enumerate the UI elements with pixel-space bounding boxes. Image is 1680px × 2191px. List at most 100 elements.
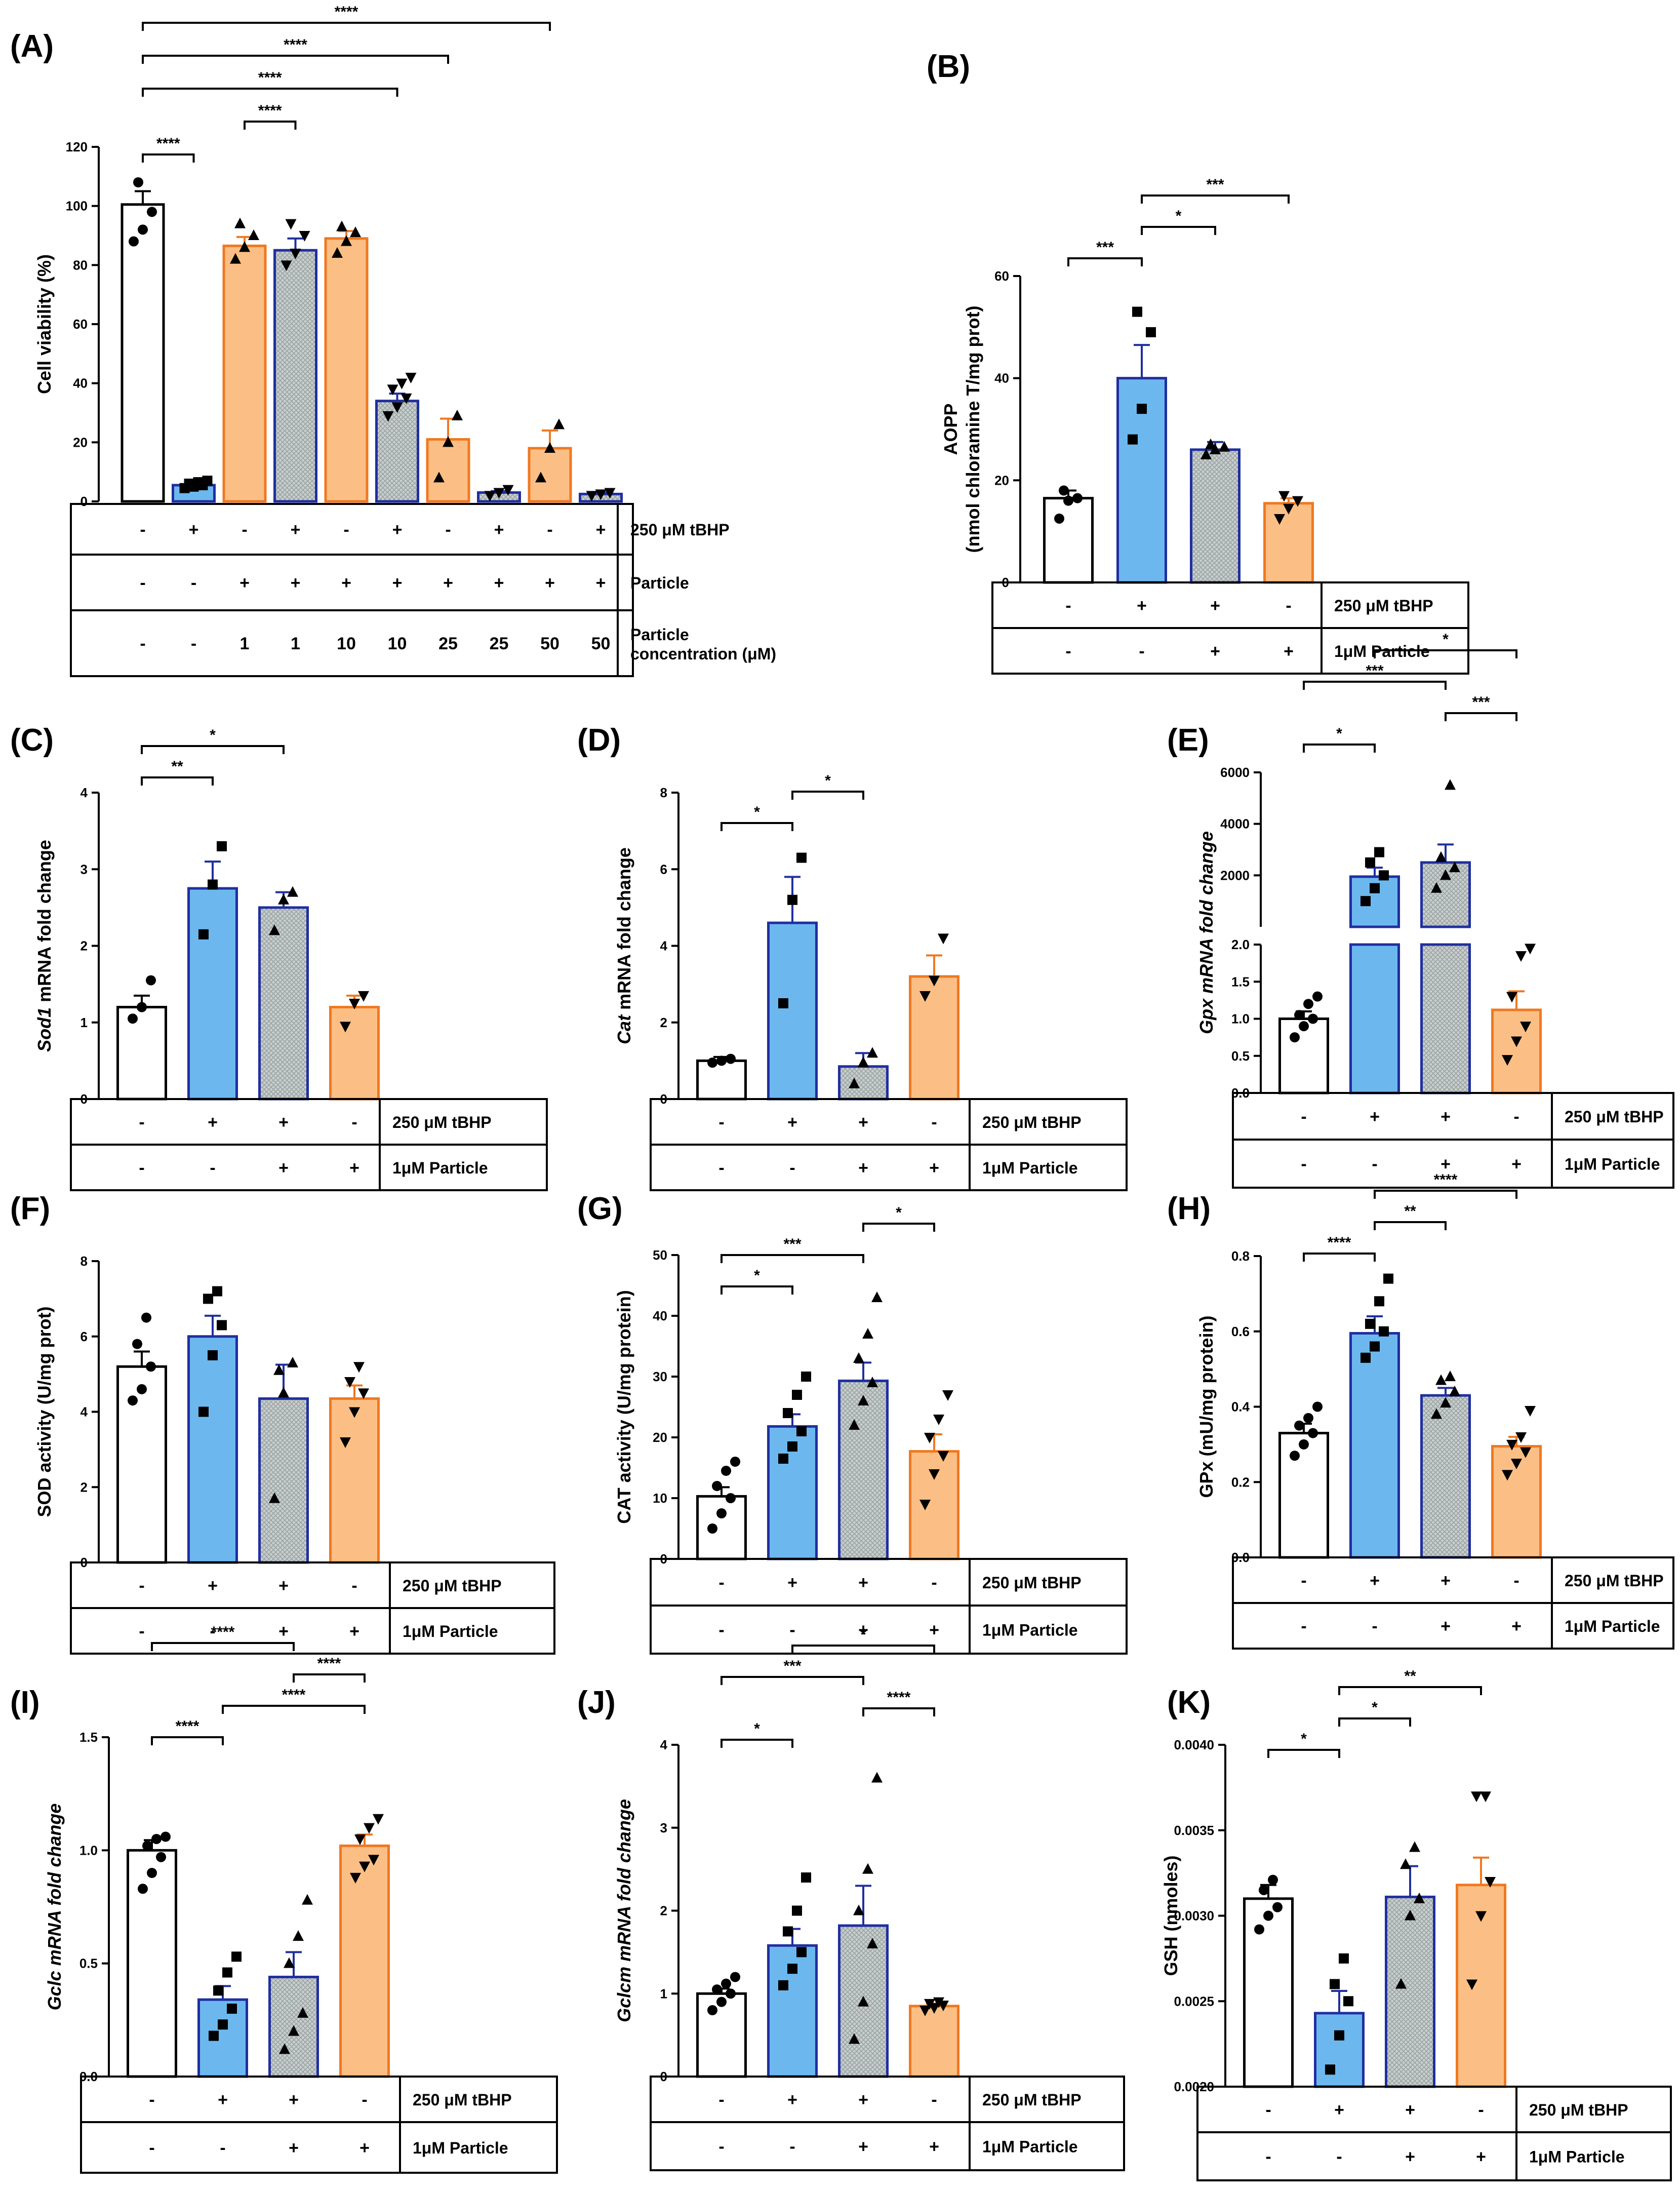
significance-label: **** [176, 1718, 199, 1735]
table-cell: - [718, 1621, 724, 1640]
y-tick-label: 0.5 [79, 1956, 98, 1971]
data-point [141, 1312, 151, 1323]
y-tick-label: 30 [653, 1369, 667, 1384]
y-tick-label: 8 [81, 1254, 88, 1269]
significance-label: ** [171, 758, 183, 775]
table-row-label: 1μM Particle [1565, 1155, 1660, 1173]
data-point [359, 1861, 370, 1872]
table-cell: 10 [337, 634, 356, 653]
table-cell: - [343, 520, 349, 539]
data-point [553, 418, 565, 429]
data-point [604, 488, 616, 499]
data-point [778, 1980, 788, 1990]
y-tick-label: 6 [81, 1329, 88, 1344]
y-tick-label: 6 [660, 862, 667, 877]
table-cell: - [1265, 2147, 1271, 2167]
table-cell: + [278, 1576, 289, 1595]
data-point [452, 409, 463, 420]
table-cell: + [1370, 1571, 1380, 1590]
data-point [929, 975, 940, 987]
y-tick-label: 60 [73, 317, 88, 332]
table-cell: - [140, 634, 145, 653]
significance-bracket [244, 121, 297, 130]
bar [1190, 448, 1241, 584]
data-point [792, 1905, 802, 1916]
data-point [707, 1058, 717, 1068]
y-tick-label: 2 [660, 1903, 667, 1919]
y-tick-label: 0 [81, 494, 88, 509]
data-point [269, 924, 280, 935]
table-row-label: 250 μM tBHP [1529, 2101, 1628, 2119]
significance-bracket [721, 1285, 793, 1295]
data-point [1370, 883, 1380, 893]
table-cell: - [139, 1158, 144, 1178]
table-cell: - [1372, 1617, 1377, 1636]
bar [258, 906, 309, 1101]
significance-bracket [142, 55, 449, 64]
table-row-label: 250 μM tBHP [1565, 1108, 1664, 1126]
data-point [867, 1047, 878, 1058]
data-point [796, 1426, 807, 1436]
data-point [1205, 438, 1216, 449]
table-cell: - [931, 1113, 937, 1132]
data-point [1374, 1296, 1384, 1307]
table-cell: 10 [388, 634, 407, 653]
y-axis-label: Gpx mRNA fold change [1196, 831, 1217, 1034]
table-row-label: 250 μM tBHP [392, 1113, 492, 1131]
panel-label: (F) [10, 1191, 50, 1226]
bar [1491, 1008, 1542, 1094]
data-point [287, 886, 298, 897]
data-point [1475, 1911, 1487, 1922]
data-point [1290, 1032, 1300, 1043]
data-point [203, 1294, 213, 1304]
data-point [1379, 870, 1389, 881]
table-cell: + [787, 2090, 797, 2109]
table-frame [650, 2076, 1125, 2171]
data-point [349, 998, 360, 1009]
significance-label: *** [1472, 694, 1490, 711]
y-axis-label-part: Gclcm mRNA fold change [614, 1799, 634, 2022]
table-row-label: 1μM Particle [982, 2138, 1078, 2156]
data-point [849, 1419, 860, 1430]
significance-label: **** [1434, 1171, 1458, 1188]
y-tick-label: 1.0 [1231, 1011, 1250, 1027]
significance-bracket [1338, 1686, 1482, 1695]
data-point [1274, 514, 1285, 525]
data-point [1339, 1953, 1349, 1964]
y-tick-label: 20 [73, 435, 88, 450]
significance-bracket [141, 745, 285, 754]
y-axis-label: Gclcm mRNA fold change [614, 1799, 634, 2022]
table-cell: + [1370, 1107, 1380, 1126]
table-cell: - [789, 1158, 795, 1178]
data-point [726, 1493, 736, 1503]
data-point [146, 975, 156, 986]
table-cell: - [362, 2090, 367, 2109]
data-point [783, 1408, 793, 1418]
table-cell: + [443, 573, 453, 593]
table-row-label: 250 μM tBHP [630, 521, 730, 539]
data-point [1511, 1036, 1522, 1047]
table-cell: - [547, 520, 552, 539]
table-cell: + [929, 1621, 939, 1640]
data-point [1383, 1273, 1393, 1284]
bar [1263, 502, 1314, 584]
data-point [391, 402, 403, 413]
data-point [1259, 1885, 1269, 1895]
data-point [484, 491, 496, 502]
data-point [796, 1947, 807, 1958]
table-cell: - [1372, 1155, 1377, 1174]
data-point [234, 217, 246, 228]
significance-bracket [142, 88, 398, 97]
table-row-label: 250 μM tBHP [403, 1577, 502, 1595]
table-cell: 50 [591, 634, 611, 653]
y-tick-label: 4 [81, 1404, 88, 1420]
table-cell: + [1405, 2100, 1415, 2120]
y-axis-label-part: GPx (mU/mg protein) [1196, 1315, 1217, 1498]
data-point [1365, 857, 1375, 868]
data-point [1480, 1791, 1491, 1803]
y-tick-label: 20 [994, 473, 1009, 488]
y-axis-label: (nmol chloramine T/mg prot) [963, 305, 983, 553]
table-cell: 25 [438, 634, 458, 653]
significance-bracket [1445, 712, 1517, 721]
